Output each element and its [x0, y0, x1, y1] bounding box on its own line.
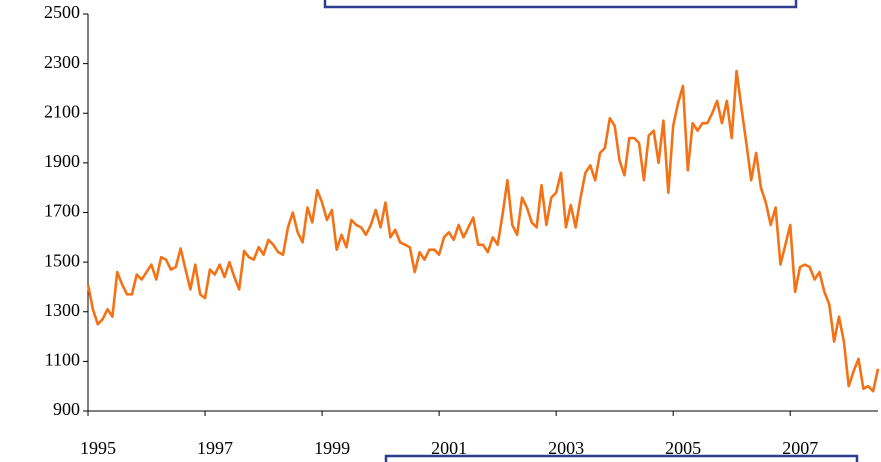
frame-box — [323, 0, 798, 9]
frame-box — [384, 454, 859, 462]
data-line — [86, 69, 880, 393]
x-tick-label: 2005 — [665, 438, 701, 458]
y-tick-label: 2100 — [44, 101, 80, 121]
x-tick-label: 1999 — [314, 438, 350, 458]
y-tick-label: 900 — [53, 399, 80, 419]
y-tick-label: 1300 — [44, 300, 80, 320]
y-tick-label: 2300 — [44, 52, 80, 72]
y-tick-label: 1500 — [44, 250, 80, 270]
y-tick-label: 1900 — [44, 151, 80, 171]
y-tick-label: 1100 — [45, 350, 80, 370]
y-tick-label: 1700 — [44, 201, 80, 221]
y-tick-label: 2500 — [44, 2, 80, 22]
x-tick-label: 2007 — [782, 438, 818, 458]
x-tick-label: 2003 — [548, 438, 584, 458]
x-tick-label: 2001 — [431, 438, 467, 458]
x-tick-label: 1995 — [80, 438, 116, 458]
x-tick-label: 1997 — [197, 438, 233, 458]
